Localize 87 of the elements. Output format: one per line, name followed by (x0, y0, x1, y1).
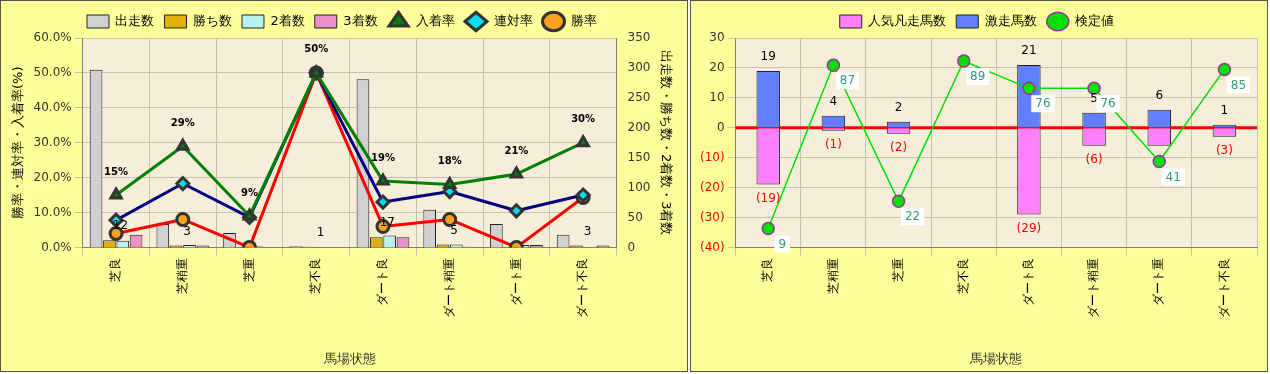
x-tick-label: 芝不良 (955, 258, 970, 295)
data-label: 41 (1165, 169, 1181, 184)
y2-tick-label: 0 (627, 239, 636, 254)
y-tick-label: 50.0% (33, 65, 72, 80)
x-axis-title: 馬場状態 (969, 350, 1023, 366)
y-tick-label: (40) (699, 239, 725, 254)
data-label: 76 (1035, 96, 1051, 111)
y-tick-label: 30 (709, 30, 725, 45)
y-tick-label: 40.0% (33, 99, 72, 114)
data-label: 87 (839, 73, 856, 88)
legend-label: 入着率 (416, 12, 456, 28)
data-label: (1) (824, 136, 842, 151)
data-label: 50% (304, 43, 329, 55)
y2-tick-label: 200 (627, 119, 651, 134)
data-label: 18% (437, 155, 462, 167)
legend-label: 検定値 (1075, 12, 1115, 28)
y-tick-label: 10 (709, 89, 725, 104)
y-tick-label: 30.0% (33, 134, 72, 149)
y-tick-label: 60.0% (33, 30, 72, 45)
legend-label: 2着数 (270, 12, 305, 28)
x-tick-label: 芝不良 (308, 258, 323, 295)
x-tick-label: 芝重 (241, 258, 256, 283)
data-label: (2) (890, 139, 908, 154)
data-label: 9 (778, 236, 787, 251)
data-label: 3 (183, 223, 191, 238)
y-tick-label: (30) (699, 209, 725, 224)
x-tick-label: 芝良 (108, 258, 123, 283)
y-tick-label: (20) (699, 179, 725, 194)
y2-axis-title: 出走数・勝ち数・2着数・3着数 (658, 49, 674, 236)
x-tick-label: 芝稍重 (174, 258, 189, 295)
legend-label: 激走馬数 (984, 12, 1037, 28)
data-label: 6 (1155, 87, 1164, 102)
data-label: 1 (316, 224, 325, 239)
data-label: 21% (504, 144, 529, 156)
y-tick-label: 20 (709, 60, 725, 75)
x-tick-label: ダート稍重 (441, 258, 456, 319)
y-tick-label: (10) (699, 149, 725, 164)
y2-tick-label: 250 (627, 89, 651, 104)
x-tick-label: ダート稍重 (1086, 258, 1101, 319)
x-tick-label: 芝稍重 (825, 258, 840, 295)
data-label: 30% (571, 113, 596, 125)
data-label: 19% (371, 151, 395, 163)
data-label: 22 (904, 209, 921, 224)
data-label: 76 (1100, 96, 1116, 111)
y2-tick-label: 50 (627, 209, 643, 224)
data-label: 85 (1230, 77, 1247, 92)
legend-label: 勝率 (571, 12, 598, 28)
x-tick-label: 芝重 (890, 258, 905, 283)
y2-tick-label: 150 (627, 149, 651, 164)
x-tick-label: ダート不良 (1216, 258, 1231, 319)
data-label: 5 (450, 222, 458, 237)
y2-tick-label: 350 (627, 30, 651, 45)
data-label: (6) (1085, 151, 1103, 166)
data-label: 4 (829, 93, 838, 108)
legend-label: 3着数 (343, 12, 378, 28)
data-label: 29% (170, 116, 195, 128)
data-label: 3 (583, 223, 592, 238)
data-label: 21 (1021, 43, 1037, 58)
data-label: 1 (1220, 102, 1229, 117)
x-tick-label: ダート良 (375, 258, 390, 307)
data-label: 9% (241, 186, 259, 198)
y-tick-label: 0 (716, 119, 725, 134)
y2-tick-label: 300 (627, 60, 651, 75)
data-label: (29) (1016, 220, 1042, 235)
data-label: (3) (1215, 142, 1233, 157)
y-tick-label: 20.0% (33, 169, 72, 184)
legend-label: 出走数 (115, 12, 155, 28)
data-label: 17 (379, 215, 395, 230)
y-tick-label: 10.0% (33, 204, 72, 219)
x-axis-title: 馬場状態 (322, 350, 376, 366)
legend-label: 勝ち数 (192, 12, 232, 28)
data-label: 15% (104, 165, 129, 177)
data-label: 5 (1090, 90, 1098, 105)
data-label: 19 (760, 49, 776, 64)
data-label: (19) (755, 190, 781, 205)
x-tick-label: ダート重 (1151, 258, 1166, 307)
legend-label: 連対率 (493, 12, 533, 28)
y2-tick-label: 100 (627, 179, 651, 194)
y-axis-title: 勝率・連対率・入着率(%) (10, 66, 26, 219)
x-tick-label: ダート不良 (575, 258, 590, 319)
x-tick-label: ダート重 (508, 258, 523, 307)
legend-label: 人気凡走馬数 (868, 12, 947, 28)
data-label: 2 (894, 99, 903, 114)
x-tick-label: 芝良 (760, 258, 775, 283)
x-tick-label: ダート良 (1021, 258, 1036, 307)
y-tick-label: 0.0% (41, 239, 72, 254)
data-label: 89 (970, 69, 986, 84)
